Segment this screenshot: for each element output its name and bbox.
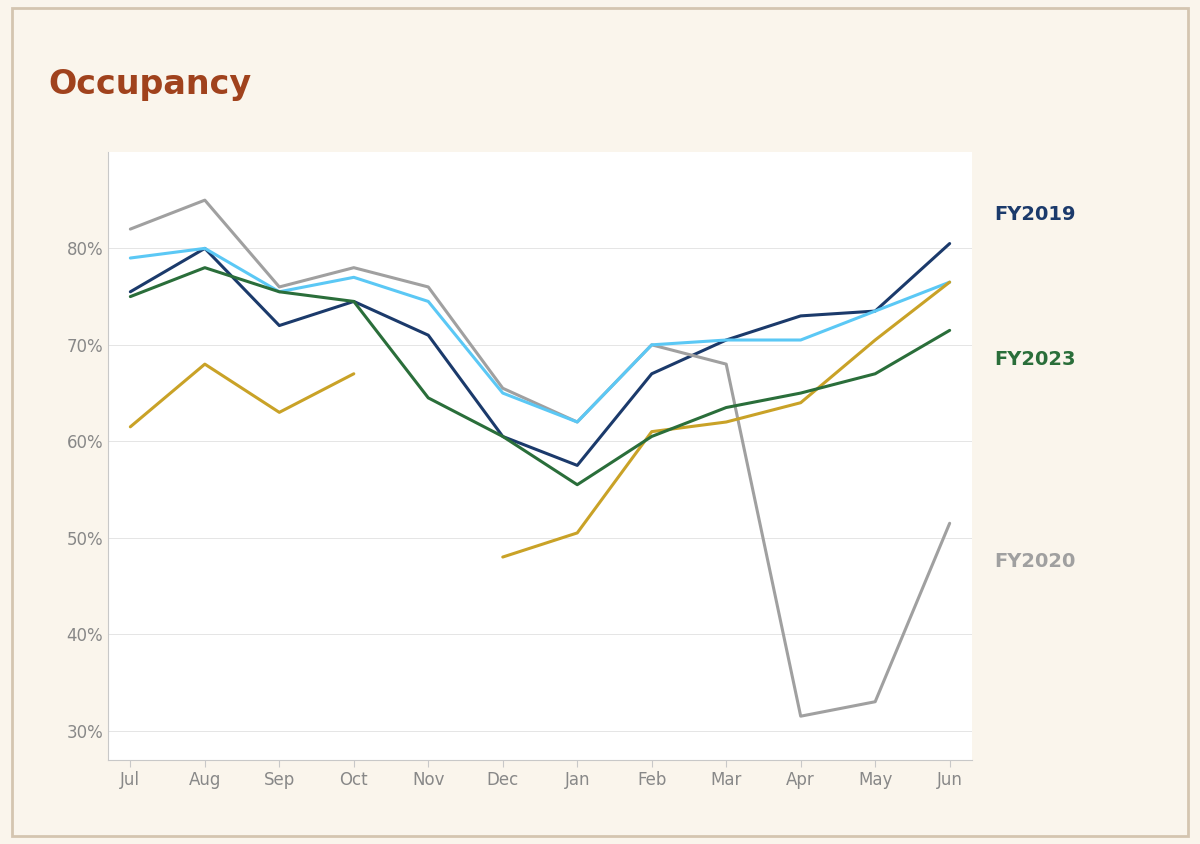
Text: FY2020: FY2020	[995, 552, 1075, 571]
Text: FY2023: FY2023	[995, 349, 1076, 369]
Text: FY2019: FY2019	[995, 205, 1076, 225]
Text: Occupancy: Occupancy	[48, 68, 251, 101]
